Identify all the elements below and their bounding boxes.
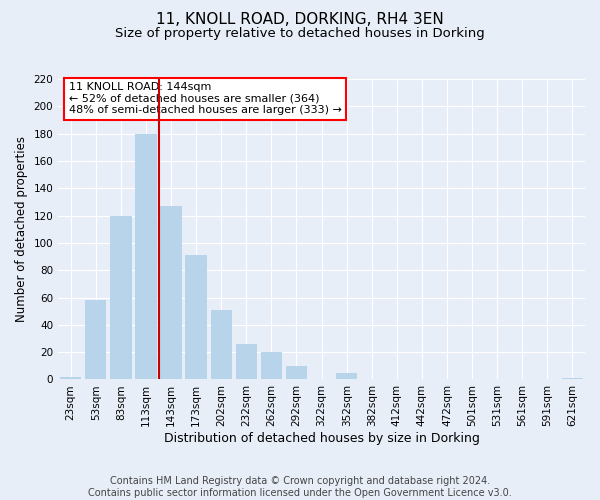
Bar xyxy=(60,376,82,380)
Text: 11 KNOLL ROAD: 144sqm
← 52% of detached houses are smaller (364)
48% of semi-det: 11 KNOLL ROAD: 144sqm ← 52% of detached … xyxy=(69,82,341,115)
Bar xyxy=(185,255,207,380)
Text: 11, KNOLL ROAD, DORKING, RH4 3EN: 11, KNOLL ROAD, DORKING, RH4 3EN xyxy=(156,12,444,28)
Bar xyxy=(211,310,232,380)
Bar xyxy=(336,372,358,380)
Bar xyxy=(286,366,307,380)
Bar xyxy=(110,216,131,380)
Bar xyxy=(85,300,106,380)
Text: Contains HM Land Registry data © Crown copyright and database right 2024.
Contai: Contains HM Land Registry data © Crown c… xyxy=(88,476,512,498)
X-axis label: Distribution of detached houses by size in Dorking: Distribution of detached houses by size … xyxy=(164,432,479,445)
Bar xyxy=(261,352,282,380)
Bar xyxy=(562,378,583,380)
Text: Size of property relative to detached houses in Dorking: Size of property relative to detached ho… xyxy=(115,28,485,40)
Y-axis label: Number of detached properties: Number of detached properties xyxy=(15,136,28,322)
Bar xyxy=(136,134,157,380)
Bar xyxy=(160,206,182,380)
Bar xyxy=(236,344,257,380)
